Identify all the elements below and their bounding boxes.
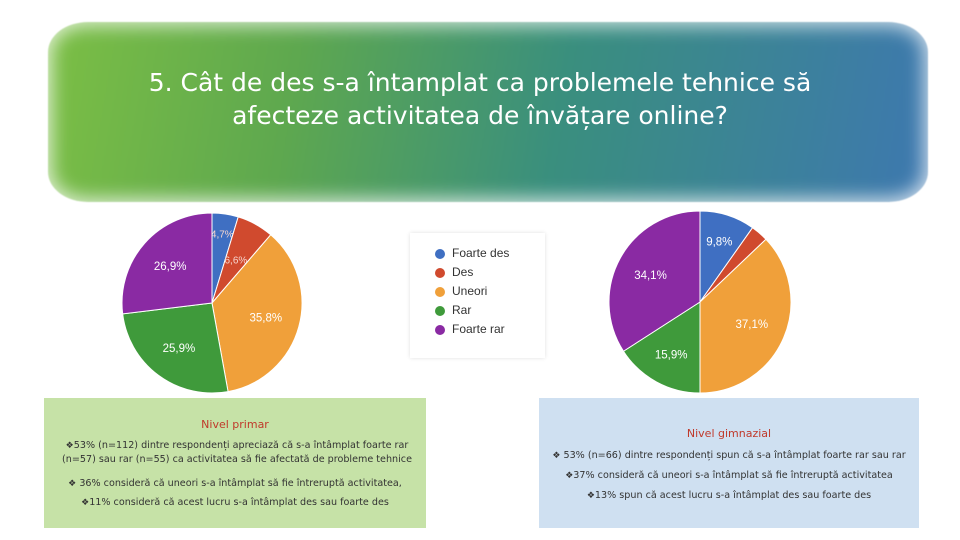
- panel-bullet: ❖53% (n=112) dintre respondenți apreciaz…: [58, 439, 416, 466]
- panel-nivel-gimnazial: Nivel gimnazial ❖ 53% (n=66) dintre resp…: [539, 398, 919, 528]
- pie-slice-foarte-rar: [608, 210, 701, 352]
- panel-bullet: ❖13% spun că acest lucru s-a întâmplat d…: [547, 489, 911, 503]
- pie-data-label: 37,1%: [735, 319, 768, 331]
- pie-data-label: 15,9%: [655, 350, 688, 362]
- legend-label: Des: [452, 265, 474, 279]
- title-line-1: 5. Cât de des s-a întamplat ca problemel…: [148, 68, 812, 97]
- legend-label: Foarte des: [452, 246, 510, 260]
- diamond-bullet-icon: ❖: [586, 491, 595, 501]
- pie-data-label: 35,8%: [249, 313, 282, 325]
- panel-bullet: ❖37% consideră că uneori s-a întâmplat s…: [547, 469, 911, 483]
- pie-data-label: 6,6%: [225, 256, 248, 267]
- panel-heading: Nivel primar: [201, 418, 269, 431]
- pie-data-label: 9,8%: [706, 236, 732, 248]
- diamond-bullet-icon: ❖: [81, 498, 90, 508]
- diamond-bullet-icon: ❖: [565, 471, 574, 481]
- panel-bullet-text: 37% consideră că uneori s-a întâmplat să…: [573, 470, 893, 481]
- legend-swatch: [435, 325, 445, 335]
- panel-bullet: ❖ 53% (n=66) dintre respondenți spun că …: [547, 449, 911, 463]
- panel-bullet-text: 11% consideră că acest lucru s-a întâmpl…: [89, 497, 389, 508]
- pie-chart-primar: 4,7% 6,6% 35,8% 25,9% 26,9%: [121, 212, 303, 394]
- title-line-2: afecteze activitatea de învățare online?: [232, 101, 728, 130]
- legend-swatch: [435, 306, 445, 316]
- panel-heading: Nivel gimnazial: [686, 427, 772, 440]
- panel-bullet-text: 53% (n=112) dintre respondenți apreciază…: [62, 440, 412, 465]
- pie-slice-rar: [622, 301, 701, 394]
- pie-data-label: 4,7%: [211, 230, 234, 241]
- panel-nivel-primar: Nivel primar ❖53% (n=112) dintre respond…: [44, 398, 426, 528]
- panel-bullet-text: 53% (n=66) dintre respondenți spun că s-…: [563, 450, 906, 461]
- legend-label: Uneori: [452, 284, 488, 298]
- legend-swatch: [435, 268, 445, 278]
- pie-slice-rar: [122, 302, 229, 394]
- legend-label: Rar: [452, 303, 472, 317]
- diamond-bullet-icon: ❖: [552, 451, 561, 461]
- legend: Foarte des Des Uneori Rar Foarte rar: [410, 233, 545, 358]
- panel-bullet-text: 13% spun că acest lucru s-a întâmplat de…: [594, 490, 872, 501]
- pie-data-label: 26,9%: [154, 261, 187, 273]
- legend-swatch: [435, 287, 445, 297]
- pie-slice-foarte-rar: [121, 212, 213, 315]
- panel-bullet: ❖11% consideră că acest lucru s-a întâmp…: [54, 496, 416, 510]
- pie-slice-uneori: [699, 238, 792, 394]
- panel-bullet-text: 36% consideră că uneori s-a întâmplat să…: [79, 478, 402, 489]
- pie-data-label: 34,1%: [634, 270, 667, 282]
- pie-data-label: 25,9%: [163, 343, 196, 355]
- legend-label: Foarte rar: [452, 322, 505, 336]
- panel-bullet: ❖ 36% consideră că uneori s-a întâmplat …: [54, 477, 416, 491]
- diamond-bullet-icon: ❖: [68, 479, 77, 489]
- title-banner: [48, 22, 928, 202]
- legend-swatch: [435, 249, 445, 259]
- pie-chart-gimnazial: 9,8% 37,1% 15,9% 34,1%: [608, 210, 792, 394]
- page-title: 5. Cât de des s-a întamplat ca problemel…: [100, 66, 860, 132]
- pie-slice-uneori: [211, 234, 303, 393]
- diamond-bullet-icon: ❖: [65, 441, 74, 451]
